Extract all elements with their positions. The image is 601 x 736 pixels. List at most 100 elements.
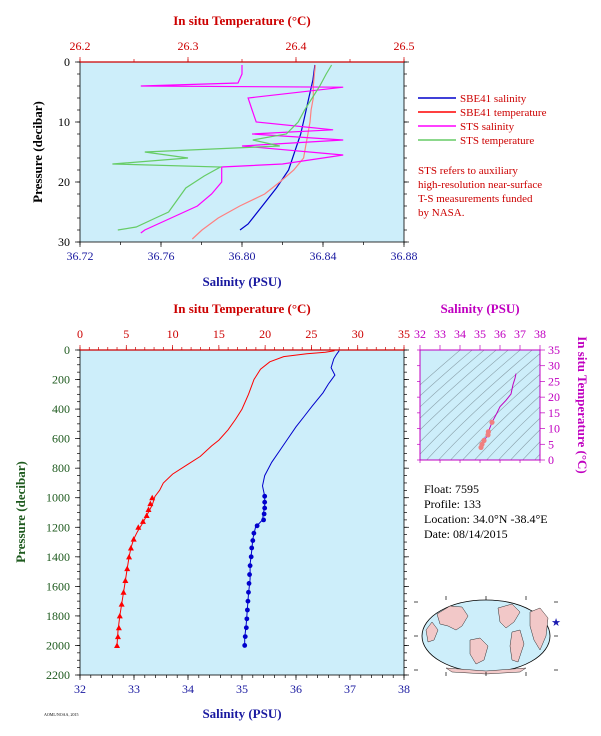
ts-temperature-tick: 0 <box>548 453 554 467</box>
sts-note: STS refers to auxiliary high-resolution … <box>418 165 542 219</box>
salinity-marker <box>247 572 252 577</box>
top-tick-label-2: 15 <box>213 327 225 341</box>
temperature-marker <box>126 553 133 560</box>
temperature-marker <box>135 524 142 530</box>
continent-australia <box>469 637 489 665</box>
density-contour <box>498 417 540 460</box>
bottom-tick-label: 36.88 <box>391 249 418 263</box>
footer-credit: AOML/NOAA, 2015 <box>44 712 78 718</box>
location: Location: 34.0°N -38.4°E <box>424 512 548 526</box>
plot-area-bottom <box>80 350 404 675</box>
series-line-sbe41-salinity <box>239 64 316 231</box>
ts-salinity-tick: 34 <box>454 327 466 341</box>
bottom-tick-label: 36.84 <box>310 249 337 263</box>
salinity-marker <box>247 563 253 569</box>
salinity-marker <box>245 598 251 604</box>
pressure-tick-label-2: 2200 <box>46 668 70 682</box>
temperature-marker <box>139 518 146 524</box>
bottom-salinity-axis-title: Salinity (PSU) <box>202 274 281 289</box>
density-contour <box>486 406 540 460</box>
top-tick-label-2: 0 <box>77 327 83 341</box>
bottom-tick-label-2: 33 <box>128 682 140 696</box>
ts-temperature-tick: 5 <box>548 437 554 451</box>
temperature-marker <box>147 500 154 507</box>
density-contour <box>420 350 473 397</box>
top-tick-label-2: 10 <box>167 327 179 341</box>
salinity-marker <box>262 493 268 499</box>
salinity-marker <box>261 517 266 523</box>
ts-salinity-tick: 37 <box>514 327 526 341</box>
continent-antarctica <box>445 667 527 675</box>
top-tick-label: 26.4 <box>286 39 307 53</box>
temperature-marker <box>130 536 137 542</box>
legend-label: STS temperature <box>460 135 534 147</box>
pressure-axis-title: Pressure (decibar) <box>30 101 45 203</box>
density-contour <box>420 350 521 443</box>
temperature-marker <box>114 642 121 648</box>
temperature-marker <box>115 624 122 631</box>
ts-temperature-tick: 35 <box>548 343 560 357</box>
series-line-sts-temperature <box>112 64 333 231</box>
ts-deep-point <box>485 429 491 435</box>
pressure-tick-label: 20 <box>58 175 70 189</box>
bottom-tick-label-2: 37 <box>344 682 356 696</box>
density-contour <box>420 350 461 386</box>
bottom-tick-label-2: 36 <box>290 682 302 696</box>
bottom-tick-label: 36.76 <box>148 249 175 263</box>
pressure-tick-label-2: 1600 <box>46 579 70 593</box>
temperature-marker <box>124 565 131 572</box>
legend-label: SBE41 temperature <box>460 107 547 119</box>
float-info: Float: 7595 Profile: 133 Location: 34.0°… <box>424 482 548 541</box>
pressure-axis-title-2: Pressure (decibar) <box>13 461 28 563</box>
world-map: ★ <box>414 596 561 676</box>
ts-salinity-tick: 35 <box>474 327 486 341</box>
bottom-tick-label-2: 32 <box>74 682 86 696</box>
pressure-tick-label-2: 600 <box>52 432 70 446</box>
continent-south-america <box>509 629 525 663</box>
density-contour <box>420 350 485 408</box>
temperature-marker <box>116 612 123 619</box>
note-line-4: by NASA. <box>418 207 465 219</box>
top-tick-label-2: 5 <box>123 327 129 341</box>
salinity-marker <box>243 625 249 631</box>
salinity-marker <box>261 511 267 517</box>
pressure-tick-label-2: 1400 <box>46 550 70 564</box>
bottom-tick-label: 36.72 <box>67 249 94 263</box>
ts-deep-point <box>481 437 487 444</box>
pressure-tick-label-2: 1200 <box>46 520 70 534</box>
temperature-marker <box>143 512 150 518</box>
top-tick-label: 26.5 <box>394 39 415 53</box>
ts-temperature-tick: 15 <box>548 406 560 420</box>
salinity-marker <box>248 554 254 560</box>
ts-temperature-tick: 30 <box>548 359 560 373</box>
note-line-1: STS refers to auxiliary <box>418 165 518 177</box>
series-line-sts-salinity <box>140 65 344 234</box>
salinity-marker <box>250 538 256 543</box>
salinity-marker <box>244 616 250 622</box>
ts-salinity-tick: 38 <box>534 327 546 341</box>
chart-bottom: 0 5 10 15 20 25 30 35 32 33 34 35 36 37 38 0 200 400 600 80… <box>13 301 410 721</box>
density-contour <box>522 441 540 460</box>
temperature-marker <box>120 589 127 595</box>
ts-salinity-tick: 33 <box>434 327 446 341</box>
bottom-tick-label-2: 35 <box>236 682 248 696</box>
pressure-tick-label-2: 1800 <box>46 609 70 623</box>
top-tick-label-2: 20 <box>259 327 271 341</box>
bottom-tick-label-2: 38 <box>398 682 410 696</box>
temperature-marker <box>118 601 125 607</box>
bottom-tick-label-2: 34 <box>182 682 194 696</box>
pressure-tick-label: 10 <box>58 115 70 129</box>
top-tick-label-2: 30 <box>352 327 364 341</box>
temperature-marker <box>145 506 152 513</box>
ts-temperature-tick: 25 <box>548 374 560 388</box>
ts-salinity-tick: 32 <box>414 327 426 341</box>
density-contour <box>474 395 540 460</box>
temperature-marker <box>149 494 156 501</box>
top-tick-label-2: 25 <box>305 327 317 341</box>
top-tick-label: 26.2 <box>70 39 91 53</box>
salinity-marker <box>254 523 260 529</box>
density-contour <box>426 353 540 460</box>
ts-deep-point <box>489 419 495 425</box>
